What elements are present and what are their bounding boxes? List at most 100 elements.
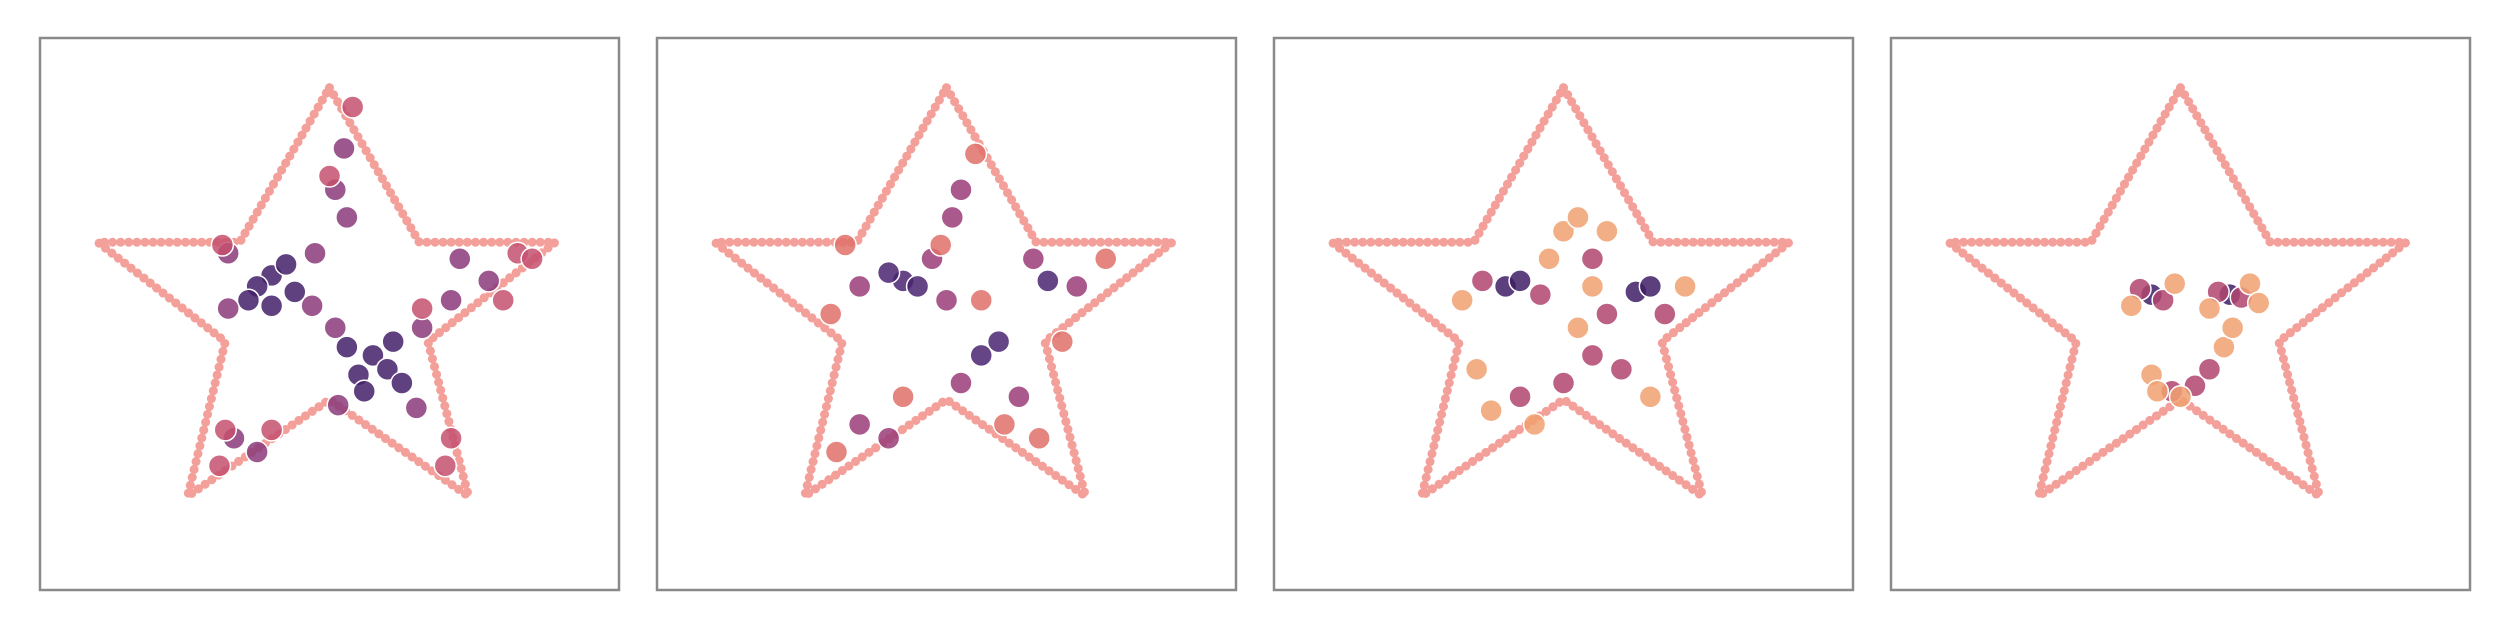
point	[1528, 282, 1553, 307]
point	[439, 288, 463, 312]
point	[283, 280, 307, 304]
point	[2168, 385, 2193, 409]
point	[410, 296, 434, 321]
point	[992, 412, 1017, 437]
point	[323, 316, 348, 340]
point	[1580, 247, 1605, 271]
point	[1450, 288, 1474, 312]
point	[2162, 271, 2187, 296]
point	[375, 357, 400, 381]
point	[259, 418, 284, 442]
panel-frame	[38, 36, 621, 592]
point	[986, 329, 1011, 354]
point	[833, 233, 857, 257]
point	[1595, 302, 1619, 326]
panel-frame	[1889, 36, 2472, 592]
point	[1464, 357, 1489, 381]
point	[1673, 274, 1697, 299]
point	[1551, 371, 1576, 395]
panel	[38, 36, 621, 592]
point	[1580, 274, 1605, 299]
panel-frame	[1272, 36, 1855, 592]
point	[236, 288, 261, 312]
point	[928, 233, 953, 257]
point	[520, 247, 544, 271]
point	[1093, 247, 1118, 271]
point	[2151, 288, 2175, 312]
point	[963, 142, 988, 166]
point	[1050, 329, 1075, 354]
point	[876, 426, 901, 450]
point	[335, 335, 359, 359]
point	[1566, 205, 1590, 230]
point	[491, 288, 515, 312]
panel	[1272, 36, 1855, 592]
point	[949, 178, 973, 202]
panel	[655, 36, 1238, 592]
point	[213, 418, 238, 442]
point	[847, 274, 872, 299]
point	[326, 393, 350, 417]
point	[1021, 247, 1046, 271]
point	[335, 205, 359, 230]
point	[433, 454, 458, 478]
point	[824, 440, 849, 464]
point	[381, 329, 405, 354]
point	[1537, 247, 1561, 271]
panel	[1889, 36, 2472, 592]
point	[1566, 316, 1590, 340]
point	[2238, 271, 2262, 296]
point	[210, 233, 235, 257]
panel-frame	[655, 36, 1238, 592]
point	[476, 269, 501, 293]
point	[390, 371, 414, 395]
point	[340, 95, 365, 119]
point	[818, 302, 843, 326]
point	[1508, 385, 1532, 409]
point	[1027, 426, 1051, 450]
point	[2246, 291, 2271, 315]
point	[303, 241, 327, 266]
point	[2220, 316, 2245, 340]
point	[259, 293, 284, 318]
point	[1580, 343, 1605, 368]
point	[317, 164, 342, 188]
point	[332, 136, 356, 161]
point	[2197, 357, 2222, 381]
point	[300, 293, 324, 318]
point	[1551, 219, 1576, 243]
point	[1508, 269, 1532, 293]
point	[439, 426, 463, 450]
point	[1595, 219, 1619, 243]
point	[216, 296, 240, 321]
point	[949, 371, 973, 395]
point	[1479, 398, 1503, 423]
point	[448, 247, 472, 271]
point	[207, 454, 232, 478]
point	[891, 385, 915, 409]
point	[404, 396, 429, 420]
point	[2119, 293, 2144, 318]
point	[361, 343, 385, 368]
point	[2145, 379, 2170, 404]
point	[2212, 335, 2236, 359]
point	[1638, 274, 1663, 299]
point	[1522, 412, 1547, 437]
point	[1638, 385, 1663, 409]
point	[1470, 269, 1495, 293]
point	[1653, 302, 1677, 326]
point	[352, 379, 376, 404]
point	[1036, 269, 1060, 293]
star-outline	[1327, 83, 1794, 501]
point	[905, 274, 930, 299]
star-outline	[710, 83, 1177, 501]
point	[2197, 296, 2222, 321]
point	[1609, 357, 1634, 381]
point	[969, 343, 993, 368]
point	[1065, 274, 1089, 299]
point	[274, 252, 298, 277]
point	[969, 288, 993, 312]
point	[876, 260, 901, 285]
point	[847, 412, 872, 437]
